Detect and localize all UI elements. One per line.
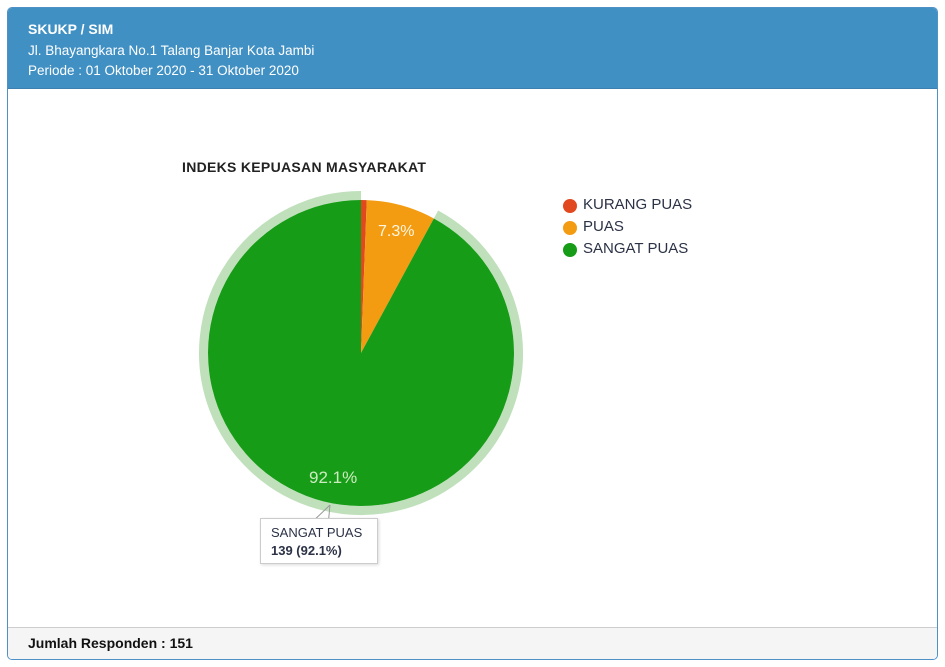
svg-text:92.1%: 92.1% bbox=[309, 468, 357, 487]
svg-text:7.3%: 7.3% bbox=[378, 223, 414, 240]
